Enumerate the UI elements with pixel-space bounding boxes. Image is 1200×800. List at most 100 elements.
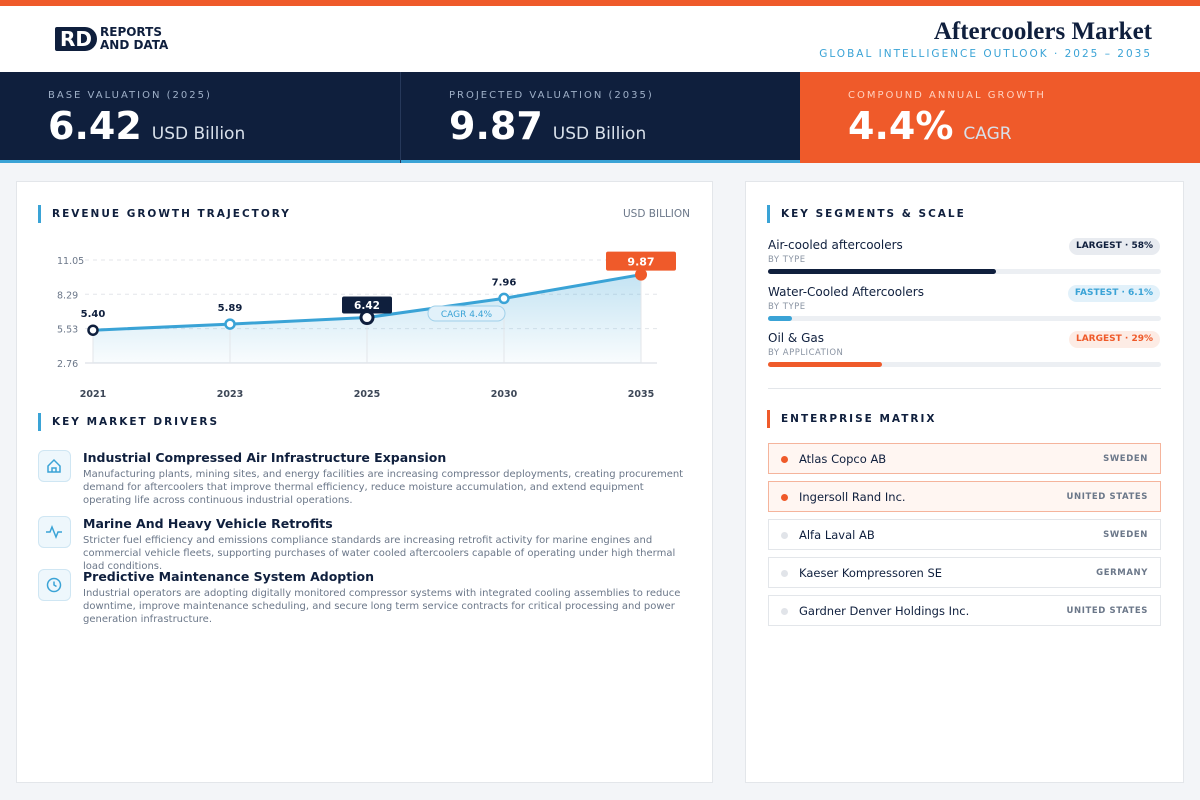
unit-label: USD BILLION (623, 208, 690, 220)
segment-track (768, 315, 1161, 321)
value-callout (606, 251, 676, 271)
y-tick-label: 5.53 (57, 325, 78, 336)
company-row: Ingersoll Rand Inc. UNITED STATES (768, 481, 1161, 512)
kpi-value-row: 9.87 USD Billion (449, 104, 646, 148)
driver-icon (38, 450, 71, 482)
company-country: SWEDEN (1103, 454, 1148, 464)
company-country: GERMANY (1096, 568, 1148, 578)
company-dot (781, 608, 788, 615)
y-tick-label: 11.05 (57, 256, 84, 267)
segment-bar (768, 362, 882, 367)
subtitle: GLOBAL INTELLIGENCE OUTLOOK · 2025 – 203… (819, 48, 1152, 60)
x-tick-label: 2021 (80, 389, 106, 400)
value-label: 7.96 (492, 277, 517, 288)
kpi-value: 9.87 (449, 104, 543, 148)
top-stripe (0, 0, 1200, 6)
kpi-unit: USD Billion (151, 124, 246, 144)
company-row: Kaeser Kompressoren SE GERMANY (768, 557, 1161, 588)
segment-badge: LARGEST · 58% (1068, 238, 1160, 255)
driver-icon (38, 516, 71, 548)
segment-name: Water-Cooled Aftercoolers (768, 284, 924, 299)
section-title: REVENUE GROWTH TRAJECTORY (38, 205, 291, 223)
company-name: Kaeser Kompressoren SE (799, 566, 943, 580)
segment-type: BY TYPE (768, 301, 806, 312)
company-name: Atlas Copco AB (799, 452, 887, 466)
kpi-value-row: 4.4% CAGR (848, 104, 1012, 148)
value-label: 9.87 (627, 256, 654, 269)
segment-name: Oil & Gas (768, 331, 825, 345)
driver-title: Marine And Heavy Vehicle Retrofits (83, 516, 333, 531)
logo-line: REPORTS (100, 25, 162, 39)
logo-line: AND DATA (100, 38, 169, 52)
segment-badge: LARGEST · 29% (1068, 331, 1160, 348)
driver-text: Industrial operators are adopting digita… (83, 588, 681, 625)
company-dot (781, 456, 788, 463)
company-dot (781, 532, 788, 539)
point (635, 268, 647, 281)
driver-text: Manufacturing plants, mining sites, and … (83, 469, 684, 506)
company-country: UNITED STATES (1066, 606, 1148, 616)
point (498, 292, 510, 305)
segment-type: BY TYPE (768, 255, 806, 265)
company-dot (781, 494, 788, 501)
x-tick-label: 2030 (491, 389, 518, 400)
segment-bar (768, 315, 792, 321)
kpi-unit: CAGR (963, 124, 1012, 144)
y-tick-label: 2.76 (57, 359, 78, 370)
point (359, 310, 375, 326)
company-row: Atlas Copco AB SWEDEN (768, 443, 1161, 474)
company-name: Ingersoll Rand Inc. (799, 490, 906, 504)
annotation-pill (427, 305, 506, 322)
kpi-value: 4.4% (848, 104, 954, 148)
company-name: Alfa Laval AB (799, 528, 875, 542)
point (87, 324, 99, 336)
chart: 2.76 5.53 8.29 11.05 2021 2023 2025 2030 2035 5.4… (57, 251, 676, 400)
kpi-card: PROJECTED VALUATION (2035) 9.87 USD Billio… (400, 72, 800, 163)
kpi-label: COMPOUND ANNUAL GROWTH (848, 90, 1046, 101)
kpi-unit: USD Billion (552, 124, 647, 144)
value-label: 5.89 (218, 303, 243, 314)
y-tick-label: 8.29 (57, 290, 78, 301)
header: RD REPORTS AND DATA Aftercoolers Market G… (0, 6, 1200, 72)
point (224, 318, 236, 330)
company-name: Gardner Denver Holdings Inc. (799, 604, 970, 618)
kpi-card: COMPOUND ANNUAL GROWTH 4.4% CAGR (800, 72, 1200, 163)
x-tick-label: 2025 (354, 389, 380, 400)
divider (768, 388, 1161, 389)
driver-icon (38, 569, 71, 601)
kpi-value-row: 6.42 USD Billion (48, 104, 245, 148)
value-label: 6.42 (354, 300, 380, 312)
company-country: SWEDEN (1103, 530, 1148, 540)
company-row: Gardner Denver Holdings Inc. UNITED STATE… (768, 595, 1161, 626)
section-title: KEY MARKET DRIVERS (38, 413, 219, 431)
section-title: KEY SEGMENTS & SCALE (767, 205, 966, 223)
icon (46, 577, 62, 593)
company-dot (781, 570, 788, 577)
value-label: 5.40 (81, 309, 106, 320)
company-country: UNITED STATES (1066, 492, 1148, 502)
icon (46, 524, 62, 540)
annotation: CAGR 4.4% (441, 310, 493, 320)
segment-bar (768, 269, 996, 274)
segment-type: BY APPLICATION (768, 348, 844, 358)
section-title: ENTERPRISE MATRIX (767, 410, 936, 428)
value-callout (342, 296, 392, 314)
x-tick-label: 2023 (217, 389, 243, 400)
title: Aftercoolers Market (933, 18, 1152, 45)
kpi-value: 6.42 (48, 104, 142, 148)
x-tick-label: 2035 (628, 389, 654, 400)
kpi-label: PROJECTED VALUATION (2035) (449, 90, 654, 101)
driver-title: Industrial Compressed Air Infrastructure… (83, 450, 447, 465)
driver-title: Predictive Maintenance System Adoption (83, 569, 374, 584)
segment-track (768, 362, 1161, 367)
kpi-label: BASE VALUATION (2025) (48, 90, 212, 101)
segment-name: Air-cooled aftercoolers (768, 238, 903, 252)
driver-text: Stricter fuel efficiency and emissions c… (83, 535, 676, 572)
segment-badge: FASTEST · 6.1% (1067, 284, 1160, 302)
company-row: Alfa Laval AB SWEDEN (768, 519, 1161, 550)
logo-mark: RD (55, 27, 97, 51)
logo-text: REPORTS AND DATA (100, 26, 168, 52)
icon (47, 458, 61, 473)
kpi-card: BASE VALUATION (2025) 6.42 USD Billion (0, 72, 400, 163)
